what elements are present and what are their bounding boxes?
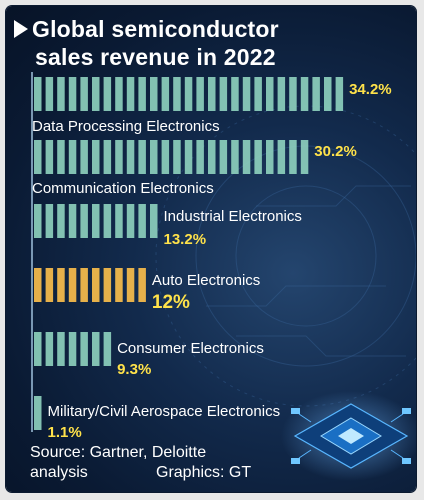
bar — [34, 268, 146, 302]
value-label: 1.1% — [48, 424, 82, 441]
category-label: Military/Civil Aerospace Electronics — [48, 403, 281, 420]
value-label: 30.2% — [314, 143, 357, 160]
category-label: Communication Electronics — [32, 180, 214, 197]
chart-title-line-1: Global semiconductor — [14, 16, 279, 43]
graphics-credit: Graphics: GT — [156, 464, 252, 481]
value-label: 34.2% — [349, 81, 392, 98]
category-label: Industrial Electronics — [164, 208, 302, 225]
bar — [34, 396, 42, 430]
value-label: 13.2% — [164, 231, 207, 248]
chip-icon — [291, 403, 411, 469]
circuit-background-decoration — [155, 105, 416, 481]
infographic-card: Global semiconductor sales revenue in 20… — [6, 6, 416, 492]
value-label: 12% — [152, 292, 190, 313]
source-text-continued: analysis — [30, 464, 88, 481]
triangle-bullet-icon — [14, 20, 28, 38]
chart-title-text-1: Global semiconductor — [32, 16, 279, 42]
bar-chart: Data Processing Electronics 34.2% Communic… — [31, 72, 392, 441]
chart-title-line-2: sales revenue in 2022 — [35, 44, 276, 70]
bar — [34, 140, 309, 174]
category-label: Consumer Electronics — [117, 340, 264, 357]
category-label: Auto Electronics — [152, 272, 260, 289]
bar — [34, 332, 112, 366]
source-text: Source: Gartner, Deloitte — [30, 444, 207, 461]
bar — [34, 77, 344, 111]
value-label: 9.3% — [117, 361, 151, 378]
bar — [34, 204, 158, 238]
category-label: Data Processing Electronics — [32, 118, 220, 135]
